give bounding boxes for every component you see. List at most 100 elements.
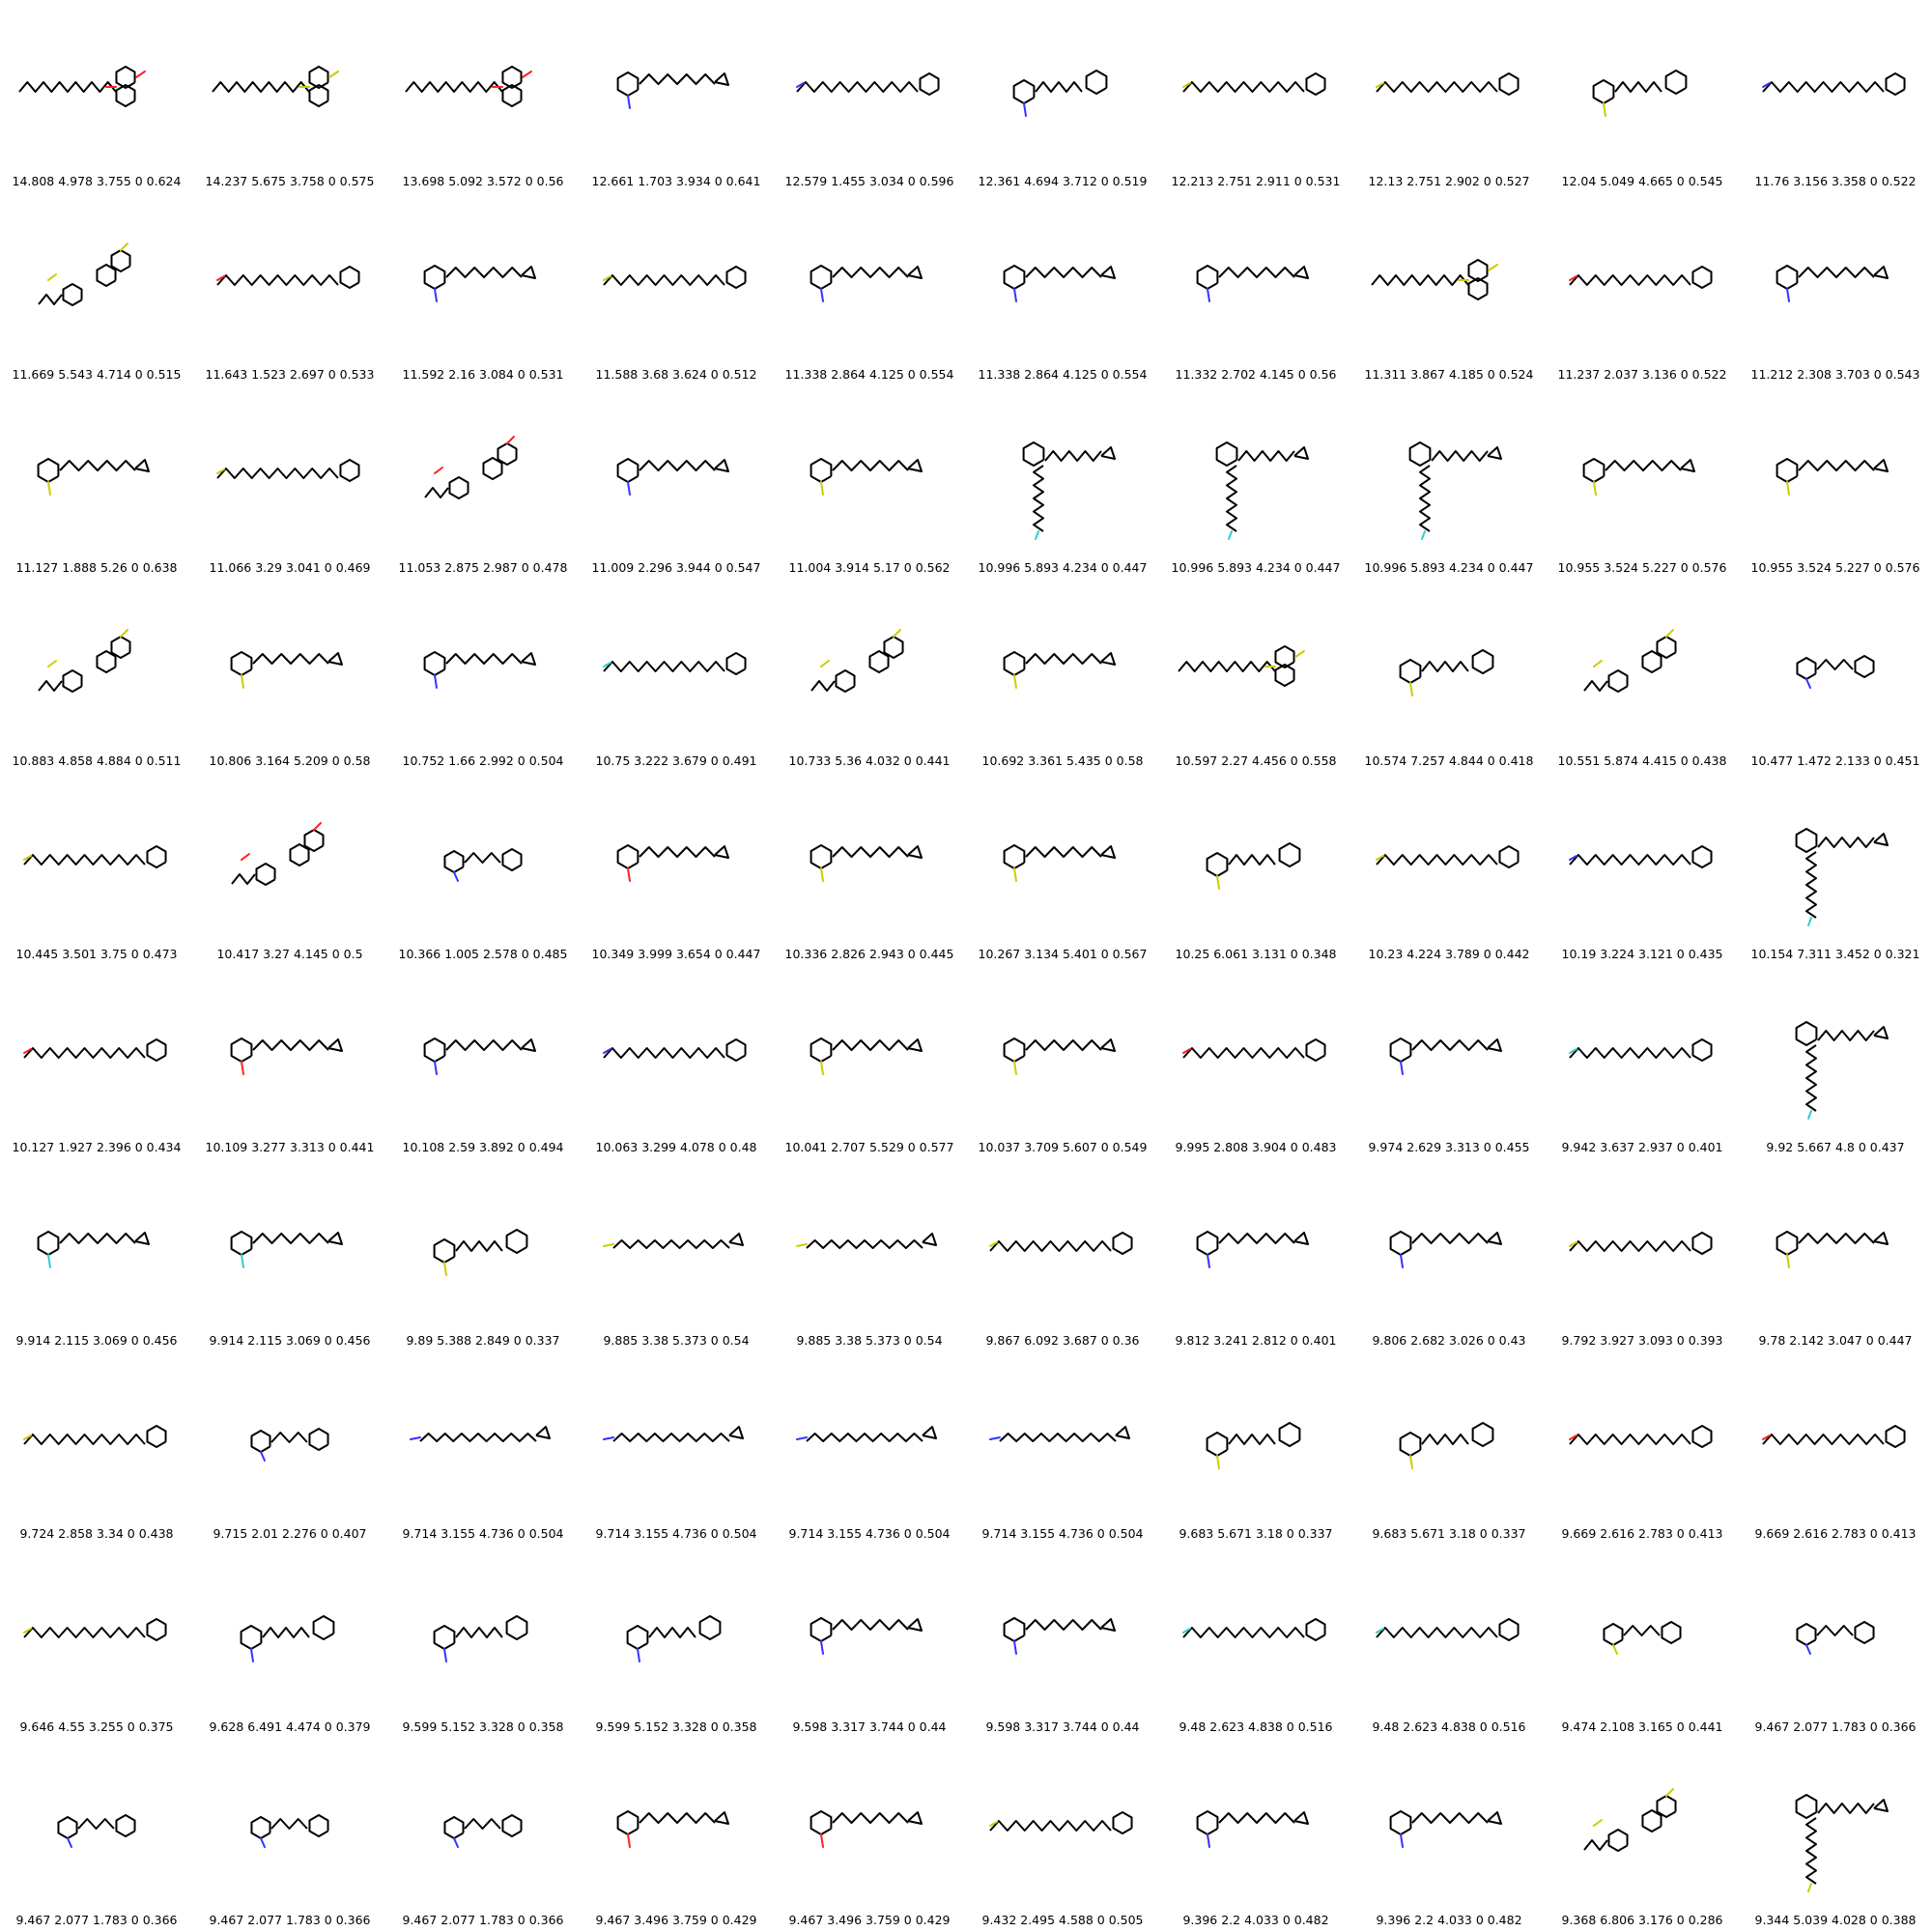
molecule-score-caption: 10.267 3.134 5.401 0 0.567 xyxy=(978,947,1148,961)
molecule-structure-image xyxy=(1182,1038,1326,1062)
molecule-structure-image xyxy=(810,265,923,302)
molecule-structure-image xyxy=(989,1426,1130,1442)
molecule-structure-image xyxy=(603,1038,747,1062)
molecule-score-caption: 9.368 6.806 3.176 0 0.286 xyxy=(1561,1913,1723,1927)
molecule-structure-image xyxy=(616,71,729,109)
molecule-score-caption: 9.995 2.808 3.904 0 0.483 xyxy=(1175,1140,1337,1154)
molecule-cell: 9.467 2.077 1.783 0 0.366 xyxy=(1739,1546,1932,1739)
molecule-structure-image xyxy=(1795,1021,1889,1120)
molecule-cell: 11.237 2.037 3.136 0 0.522 xyxy=(1546,193,1739,386)
molecule-structure-image xyxy=(1376,845,1520,868)
molecule-cell: 12.213 2.751 2.911 0 0.531 xyxy=(1159,0,1352,193)
molecule-structure-image xyxy=(1003,265,1116,302)
molecule-score-caption: 9.467 3.496 3.759 0 0.429 xyxy=(788,1913,951,1927)
molecule-cell: 9.92 5.667 4.8 0 0.437 xyxy=(1739,966,1932,1159)
molecule-score-caption: 10.037 3.709 5.607 0 0.549 xyxy=(978,1140,1148,1154)
molecule-structure-image xyxy=(23,1038,167,1062)
molecule-score-caption: 9.467 2.077 1.783 0 0.366 xyxy=(1754,1719,1917,1734)
molecule-cell: 10.996 5.893 4.234 0 0.447 xyxy=(966,386,1159,580)
molecule-structure-image xyxy=(423,1037,536,1075)
molecule-score-caption: 12.213 2.751 2.911 0 0.531 xyxy=(1171,174,1341,188)
molecule-score-caption: 9.715 2.01 2.276 0 0.407 xyxy=(213,1526,367,1541)
molecule-score-caption: 10.752 1.66 2.992 0 0.504 xyxy=(402,753,564,768)
molecule-score-caption: 10.445 3.501 3.75 0 0.473 xyxy=(15,947,178,961)
molecule-cell: 11.311 3.867 4.185 0 0.524 xyxy=(1352,193,1546,386)
molecule-cell: 9.974 2.629 3.313 0 0.455 xyxy=(1352,966,1546,1159)
molecule-structure-image xyxy=(1376,72,1520,96)
molecule-score-caption: 11.009 2.296 3.944 0 0.547 xyxy=(591,560,761,575)
molecule-cell: 12.661 1.703 3.934 0 0.641 xyxy=(580,0,773,193)
molecule-score-caption: 10.23 4.224 3.789 0 0.442 xyxy=(1368,947,1530,961)
molecule-structure-image xyxy=(1762,1425,1906,1448)
molecule-cell: 9.715 2.01 2.276 0 0.407 xyxy=(193,1352,386,1546)
molecule-cell: 9.467 3.496 3.759 0 0.429 xyxy=(773,1739,966,1932)
molecule-structure-image xyxy=(989,1811,1133,1834)
molecule-cell: 10.041 2.707 5.529 0 0.577 xyxy=(773,966,966,1159)
molecule-score-caption: 12.13 2.751 2.902 0 0.527 xyxy=(1368,174,1530,188)
molecule-structure-image xyxy=(1399,1422,1494,1469)
molecule-structure-image xyxy=(230,1037,343,1075)
molecule-cell: 11.592 2.16 3.084 0 0.531 xyxy=(386,193,580,386)
molecule-score-caption: 10.692 3.361 5.435 0 0.58 xyxy=(981,753,1144,768)
molecule-cell: 11.338 2.864 4.125 0 0.554 xyxy=(773,193,966,386)
molecule-cell: 13.698 5.092 3.572 0 0.56 xyxy=(386,0,580,193)
molecule-structure-image xyxy=(57,1814,136,1848)
molecule-cell: 9.914 2.115 3.069 0 0.456 xyxy=(193,1159,386,1352)
molecule-score-caption: 11.332 2.702 4.145 0 0.56 xyxy=(1175,367,1337,382)
molecule-score-caption: 11.004 3.914 5.17 0 0.562 xyxy=(788,560,951,575)
molecule-structure-image xyxy=(810,844,923,882)
molecule-score-caption: 11.669 5.543 4.714 0 0.515 xyxy=(12,367,182,382)
molecule-cell: 10.955 3.524 5.227 0 0.576 xyxy=(1546,386,1739,580)
molecule-cell: 9.48 2.623 4.838 0 0.516 xyxy=(1352,1546,1546,1739)
molecule-score-caption: 10.349 3.999 3.654 0 0.447 xyxy=(591,947,761,961)
molecule-cell: 9.812 3.241 2.812 0 0.401 xyxy=(1159,1159,1352,1352)
molecule-score-caption: 11.212 2.308 3.703 0 0.543 xyxy=(1750,367,1920,382)
molecule-score-caption: 9.467 2.077 1.783 0 0.366 xyxy=(402,1913,564,1927)
molecule-cell: 11.332 2.702 4.145 0 0.56 xyxy=(1159,193,1352,386)
molecule-score-caption: 10.336 2.826 2.943 0 0.445 xyxy=(784,947,954,961)
molecule-structure-image xyxy=(1206,842,1301,890)
molecule-score-caption: 10.597 2.27 4.456 0 0.558 xyxy=(1175,753,1337,768)
molecule-structure-image xyxy=(796,72,940,96)
molecule-score-caption: 12.661 1.703 3.934 0 0.641 xyxy=(591,174,761,188)
molecule-cell: 10.154 7.311 3.452 0 0.321 xyxy=(1739,773,1932,966)
molecule-cell: 11.053 2.875 2.987 0 0.478 xyxy=(386,386,580,580)
molecule-cell: 10.108 2.59 3.892 0 0.494 xyxy=(386,966,580,1159)
molecule-structure-image xyxy=(1569,1038,1713,1062)
molecule-score-caption: 10.883 4.858 4.884 0 0.511 xyxy=(12,753,182,768)
molecule-cell: 10.336 2.826 2.943 0 0.445 xyxy=(773,773,966,966)
molecule-cell: 12.13 2.751 2.902 0 0.527 xyxy=(1352,0,1546,193)
molecule-structure-image xyxy=(1371,259,1498,300)
molecule-structure-image xyxy=(1196,265,1309,302)
molecule-score-caption: 10.75 3.222 3.679 0 0.491 xyxy=(595,753,757,768)
molecule-structure-image xyxy=(443,848,523,882)
molecule-score-caption: 9.683 5.671 3.18 0 0.337 xyxy=(1372,1526,1526,1541)
molecule-score-caption: 9.432 2.495 4.588 0 0.505 xyxy=(981,1913,1144,1927)
molecule-score-caption: 9.396 2.2 4.033 0 0.482 xyxy=(1182,1913,1329,1927)
molecule-structure-image xyxy=(23,1618,167,1641)
molecule-structure-image xyxy=(18,66,146,107)
molecule-structure-image xyxy=(603,1426,744,1442)
molecule-cell: 10.366 1.005 2.578 0 0.485 xyxy=(386,773,580,966)
molecule-structure-image xyxy=(231,822,325,886)
molecule-score-caption: 12.579 1.455 3.034 0 0.596 xyxy=(784,174,954,188)
molecule-structure-image xyxy=(1196,1231,1309,1268)
molecule-cell: 9.467 2.077 1.783 0 0.366 xyxy=(0,1739,193,1932)
molecule-score-caption: 12.361 4.694 3.712 0 0.519 xyxy=(978,174,1148,188)
molecule-score-caption: 11.127 1.888 5.26 0 0.638 xyxy=(15,560,178,575)
molecule-score-caption: 11.643 1.523 2.697 0 0.533 xyxy=(205,367,375,382)
molecule-score-caption: 10.109 3.277 3.313 0 0.441 xyxy=(205,1140,375,1154)
molecule-cell: 10.806 3.164 5.209 0 0.58 xyxy=(193,580,386,773)
molecule-cell: 9.48 2.623 4.838 0 0.516 xyxy=(1159,1546,1352,1739)
molecule-structure-image xyxy=(1376,1618,1520,1641)
molecule-structure-image xyxy=(1012,70,1108,117)
molecule-cell: 9.432 2.495 4.588 0 0.505 xyxy=(966,1739,1159,1932)
molecule-cell: 9.867 6.092 3.687 0 0.36 xyxy=(966,1159,1159,1352)
molecule-structure-image xyxy=(1182,1618,1326,1641)
molecule-structure-image xyxy=(810,1810,923,1848)
molecule-cell: 10.477 1.472 2.133 0 0.451 xyxy=(1739,580,1932,773)
molecule-score-caption: 10.733 5.36 4.032 0 0.441 xyxy=(788,753,951,768)
molecule-structure-image xyxy=(1022,441,1116,540)
molecule-score-caption: 10.19 3.224 3.121 0 0.435 xyxy=(1561,947,1723,961)
